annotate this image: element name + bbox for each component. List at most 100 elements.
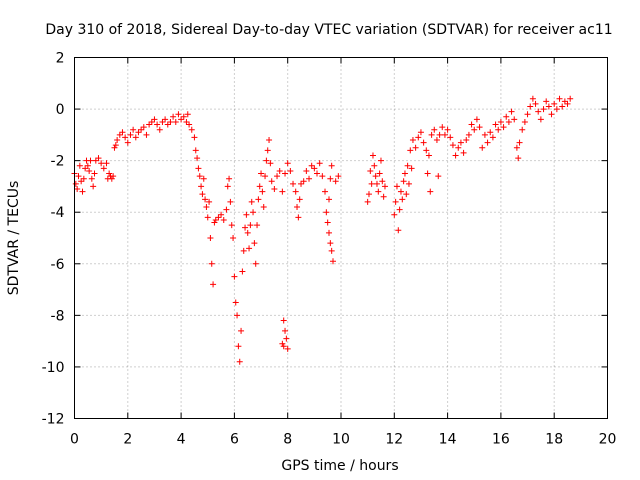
data-point [207,235,214,241]
data-point [240,247,247,254]
data-point [86,167,93,174]
x-tick-label: 2 [123,432,132,448]
data-point [204,214,211,221]
data-point [282,327,289,334]
y-tick-label: -2 [51,154,65,170]
data-point [287,167,294,174]
data-point [300,178,307,185]
data-point [251,240,258,247]
data-point [91,170,98,177]
data-point [513,144,520,151]
data-point [210,281,217,288]
data-point [537,116,544,123]
data-point [403,191,410,198]
data-point [242,224,249,231]
data-point [551,100,558,107]
data-point [156,126,163,133]
data-point [294,204,301,211]
data-point [561,98,568,105]
data-point [238,327,245,334]
data-point [203,204,210,211]
data-point [264,147,271,154]
data-point [444,126,451,133]
data-point [256,183,263,190]
data-point [162,116,169,123]
x-tick-label: 18 [545,432,563,448]
data-point [223,206,230,213]
data-point [148,118,155,125]
data-point [255,196,262,203]
data-point [367,167,374,174]
data-point [124,139,131,146]
data-point [323,209,330,216]
data-point [151,116,158,123]
data-point [215,214,222,221]
data-point [311,165,318,172]
data-point [224,183,231,190]
data-point [258,170,265,177]
data-point [276,167,283,174]
data-point [407,147,414,154]
data-point [236,358,243,365]
data-point [540,106,547,113]
data-point [259,188,266,195]
data-point [399,196,406,203]
data-point [243,211,250,218]
data-point [435,173,442,180]
data-point [298,180,305,187]
data-point [492,121,499,128]
data-point [127,131,134,138]
data-point [427,188,434,195]
data-point [455,144,462,151]
data-point [308,162,315,169]
y-tick-label: 2 [56,51,65,67]
data-point [88,175,95,182]
data-point [314,170,321,177]
data-point [252,260,259,267]
data-point [409,137,416,144]
data-point [146,121,153,128]
data-point [90,183,97,190]
data-point [447,134,454,141]
data-point [170,113,177,120]
data-point [244,229,251,236]
y-tick-label: -8 [51,308,65,324]
data-point [122,134,129,141]
data-point [191,134,198,141]
data-point [457,139,464,146]
data-point [87,157,94,164]
data-point [393,183,400,190]
data-point [231,273,238,280]
data-point [471,126,478,133]
data-point [92,157,99,164]
data-point [112,142,119,149]
data-point [119,129,126,136]
data-point [319,173,326,180]
data-point [130,126,137,133]
data-point [408,165,415,172]
x-tick-label: 12 [385,432,403,448]
data-point [202,196,209,203]
data-point [322,188,329,195]
data-point [412,144,419,151]
data-point [175,111,182,118]
data-point [543,98,550,105]
data-point [452,152,459,159]
data-point [280,343,287,350]
data-point [110,173,117,180]
data-point [274,173,281,180]
data-point [100,165,107,172]
data-point [400,178,407,185]
data-point [324,219,331,226]
y-tick-label: -12 [42,412,65,428]
data-point [167,118,174,125]
data-point [290,180,297,187]
data-point [195,165,202,172]
data-point [497,118,504,125]
data-point [196,173,203,180]
data-point [441,131,448,138]
data-point [230,235,237,241]
data-point [116,131,123,138]
data-point [282,170,289,177]
data-point [436,131,443,138]
